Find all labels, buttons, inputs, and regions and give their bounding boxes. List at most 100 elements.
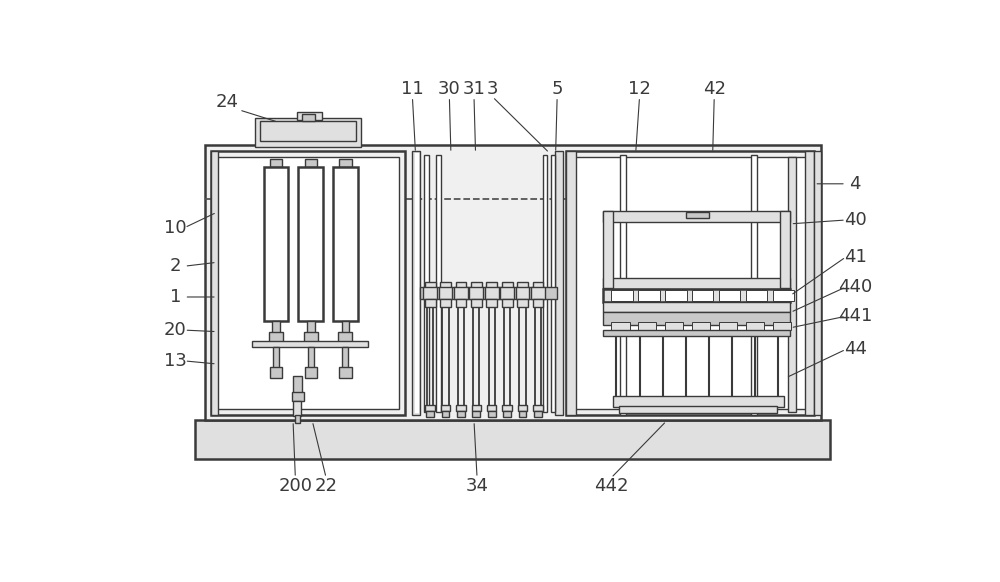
- Bar: [533, 405, 543, 411]
- Bar: [211, 151, 405, 415]
- Bar: [533, 299, 543, 307]
- Bar: [415, 153, 419, 413]
- Bar: [295, 415, 300, 423]
- Bar: [638, 322, 656, 330]
- Bar: [273, 347, 279, 370]
- Text: 20: 20: [164, 321, 187, 339]
- Bar: [603, 211, 613, 288]
- Bar: [746, 290, 767, 301]
- Bar: [665, 322, 683, 330]
- Text: 41: 41: [844, 248, 867, 266]
- Bar: [342, 321, 349, 335]
- Bar: [440, 299, 451, 307]
- Bar: [485, 287, 499, 299]
- Bar: [566, 151, 576, 415]
- Bar: [425, 299, 436, 307]
- Bar: [603, 303, 790, 311]
- Bar: [412, 151, 420, 415]
- Bar: [297, 112, 322, 120]
- Text: 5: 5: [551, 80, 563, 98]
- Text: 24: 24: [216, 93, 239, 111]
- Bar: [264, 167, 288, 321]
- Bar: [260, 122, 356, 141]
- Bar: [339, 159, 352, 167]
- Bar: [502, 299, 512, 307]
- Bar: [305, 367, 317, 378]
- Bar: [471, 299, 482, 307]
- Bar: [611, 322, 630, 330]
- Bar: [638, 290, 660, 301]
- Bar: [502, 405, 512, 411]
- Bar: [307, 321, 315, 335]
- Bar: [814, 151, 820, 415]
- Text: 40: 40: [844, 211, 867, 229]
- Bar: [457, 411, 465, 417]
- Bar: [620, 155, 626, 415]
- Bar: [619, 406, 777, 413]
- Bar: [603, 289, 790, 303]
- Text: 31: 31: [463, 80, 485, 98]
- Bar: [269, 332, 283, 342]
- Bar: [603, 330, 790, 336]
- Bar: [533, 282, 543, 290]
- Bar: [338, 332, 352, 342]
- Bar: [517, 282, 528, 290]
- Bar: [566, 151, 814, 415]
- Bar: [572, 157, 809, 409]
- Bar: [426, 411, 434, 417]
- Bar: [342, 347, 348, 370]
- Bar: [692, 322, 710, 330]
- Bar: [555, 151, 563, 415]
- Bar: [425, 282, 436, 290]
- Bar: [751, 155, 757, 415]
- Bar: [304, 332, 318, 342]
- Bar: [270, 159, 282, 167]
- Bar: [472, 405, 481, 411]
- Bar: [211, 151, 218, 415]
- Text: 44: 44: [844, 340, 867, 359]
- Bar: [603, 211, 790, 222]
- Bar: [518, 405, 527, 411]
- Bar: [456, 299, 466, 307]
- Bar: [503, 411, 511, 417]
- Bar: [420, 287, 557, 299]
- Bar: [780, 211, 790, 288]
- Bar: [440, 282, 451, 290]
- Bar: [456, 282, 466, 290]
- Bar: [773, 290, 794, 301]
- Text: 30: 30: [438, 80, 461, 98]
- Bar: [603, 313, 790, 325]
- Bar: [424, 155, 429, 413]
- Bar: [486, 282, 497, 290]
- Bar: [773, 322, 791, 330]
- Text: 1: 1: [170, 288, 181, 306]
- Bar: [486, 299, 497, 307]
- Text: 34: 34: [466, 477, 489, 495]
- Bar: [613, 396, 784, 407]
- Text: 441: 441: [838, 307, 872, 325]
- Bar: [205, 146, 820, 420]
- Bar: [788, 157, 796, 413]
- Bar: [292, 392, 304, 401]
- Bar: [605, 212, 788, 282]
- Bar: [333, 167, 358, 321]
- Bar: [516, 287, 529, 299]
- Bar: [611, 290, 633, 301]
- Bar: [195, 420, 830, 459]
- Bar: [487, 405, 496, 411]
- Bar: [425, 405, 435, 411]
- Bar: [298, 167, 323, 321]
- Text: 2: 2: [169, 257, 181, 275]
- Bar: [302, 113, 315, 120]
- Bar: [252, 341, 368, 347]
- Text: 200: 200: [278, 477, 312, 495]
- Bar: [719, 322, 737, 330]
- Text: 13: 13: [164, 352, 187, 370]
- Text: 10: 10: [164, 219, 187, 237]
- Bar: [339, 367, 352, 378]
- Text: 4: 4: [849, 175, 861, 193]
- Bar: [692, 290, 713, 301]
- Bar: [686, 212, 709, 218]
- Bar: [454, 287, 468, 299]
- Bar: [543, 155, 547, 413]
